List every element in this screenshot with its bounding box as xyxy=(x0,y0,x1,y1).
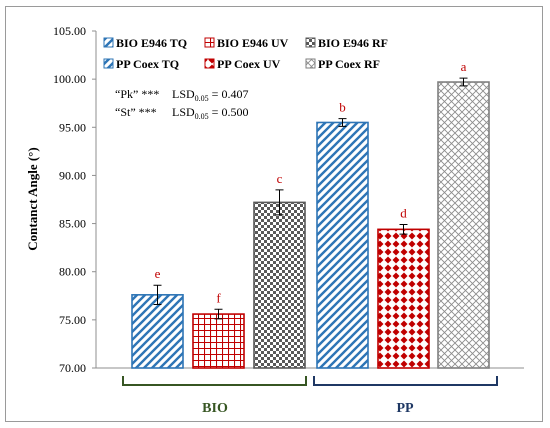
y-tick-label: 100.00 xyxy=(53,72,86,86)
legend-swatch xyxy=(103,37,114,48)
significance-letter: c xyxy=(277,171,283,186)
annotation-lsd-value-st: = 0.500 xyxy=(209,105,249,119)
annotation-label-pk: “Pk” *** xyxy=(115,87,159,101)
error-bar xyxy=(214,308,223,320)
y-tick-label: 95.00 xyxy=(59,120,86,134)
legend-label: PP Coex UV xyxy=(217,57,281,71)
svg-text:“Pk” ***: “Pk” *** xyxy=(115,87,159,101)
legend-label: BIO E946 TQ xyxy=(116,36,187,50)
y-tick-label: 105.00 xyxy=(53,24,86,38)
y-axis-label: Contanct Angle (°) xyxy=(25,147,40,250)
y-tick-label: 90.00 xyxy=(59,168,86,182)
error-bar xyxy=(338,118,347,127)
y-tick-label: 85.00 xyxy=(59,217,86,231)
significance-letter: d xyxy=(400,206,407,221)
annotation-lsd-prefix-st: LSD xyxy=(172,105,195,119)
legend-swatch xyxy=(305,37,316,48)
annotation-label-st: “St” *** xyxy=(115,105,157,119)
svg-text:LSD0.05 = 0.407: LSD0.05 = 0.407 xyxy=(172,87,248,103)
y-tick-label: 70.00 xyxy=(59,361,86,375)
group-label-bio: BIO xyxy=(202,401,228,416)
y-ticks: 70.00 75.00 80.00 85.00 90.00 95.00 100.00 105.… xyxy=(53,24,96,375)
significance-letter: f xyxy=(216,290,221,305)
error-bar xyxy=(399,224,408,235)
bar-pp-coex-rf xyxy=(437,81,490,369)
annotation-lsd-sub-st: 0.05 xyxy=(195,112,209,121)
group-label-pp: PP xyxy=(396,401,414,416)
significance-letter: e xyxy=(155,266,161,281)
legend-swatch xyxy=(305,58,316,69)
annotation-lsd-sub-pk: 0.05 xyxy=(195,94,209,103)
annotation-lsd-prefix-pk: LSD xyxy=(172,87,195,101)
svg-text:“St” ***: “St” *** xyxy=(115,105,157,119)
legend-label: PP Coex RF xyxy=(318,57,380,71)
error-bar xyxy=(153,284,162,305)
bar-bio-e946-rf xyxy=(253,201,306,369)
significance-letter: a xyxy=(461,59,467,74)
legend-swatch xyxy=(204,37,215,48)
stats-annotation: “Pk” *** LSD0.05 = 0.407 “St” *** LSD0.0… xyxy=(115,87,248,121)
svg-text:LSD0.05 = 0.500: LSD0.05 = 0.500 xyxy=(172,105,248,121)
bars: e f c b d a xyxy=(131,59,490,369)
group-bracket-bio: BIO xyxy=(122,376,307,416)
legend-label: BIO E946 UV xyxy=(217,36,289,50)
legend-label: PP Coex TQ xyxy=(116,57,179,71)
error-bar xyxy=(459,77,468,87)
group-bracket-pp: PP xyxy=(313,376,498,416)
bar-pp-coex-tq xyxy=(316,121,369,369)
legend-swatch xyxy=(204,58,215,69)
annotation-lsd-value-pk: = 0.407 xyxy=(209,87,249,101)
error-bar xyxy=(275,189,284,216)
legend-label: BIO E946 RF xyxy=(318,36,388,50)
y-tick-label: 75.00 xyxy=(59,313,86,327)
bar-bio-e946-tq xyxy=(131,294,184,369)
bar-bio-e946-uv xyxy=(192,313,245,369)
significance-letter: b xyxy=(339,100,346,115)
legend-swatch xyxy=(103,58,114,69)
bar-pp-coex-uv xyxy=(377,228,430,369)
legend: BIO E946 TQ BIO E946 UV BIO E946 RF PP Coex… xyxy=(103,36,388,71)
y-tick-label: 80.00 xyxy=(59,265,86,279)
